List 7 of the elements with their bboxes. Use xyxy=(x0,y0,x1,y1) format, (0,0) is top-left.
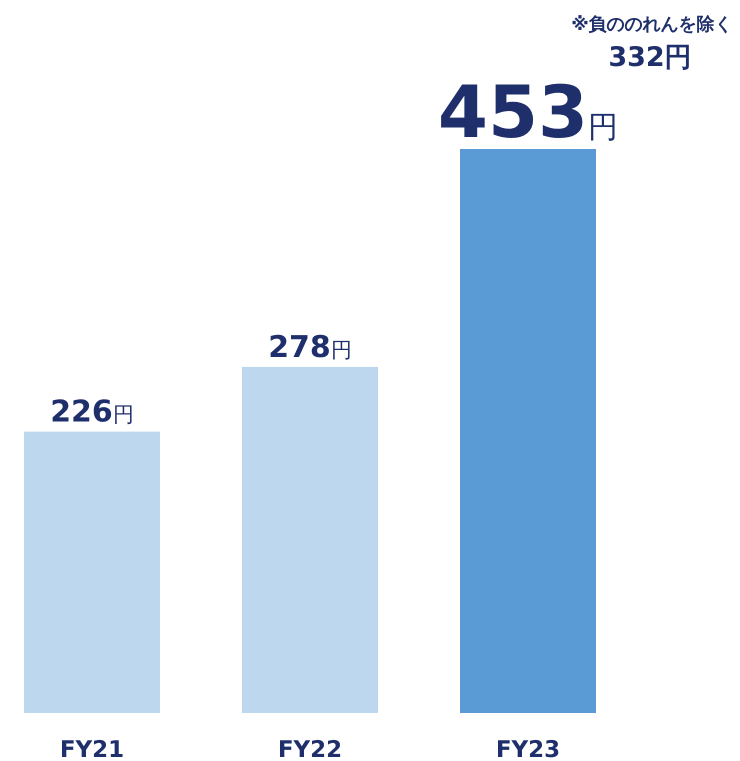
data-label: 278円 xyxy=(268,330,352,365)
x-tick-label: FY23 xyxy=(496,737,560,761)
x-tick-label: FY21 xyxy=(60,737,124,761)
data-label: 226円 xyxy=(50,394,134,430)
text: 332円 xyxy=(608,42,692,73)
text: ※負ののれんを除く xyxy=(571,14,733,35)
x-tick-label: FY22 xyxy=(278,737,342,761)
